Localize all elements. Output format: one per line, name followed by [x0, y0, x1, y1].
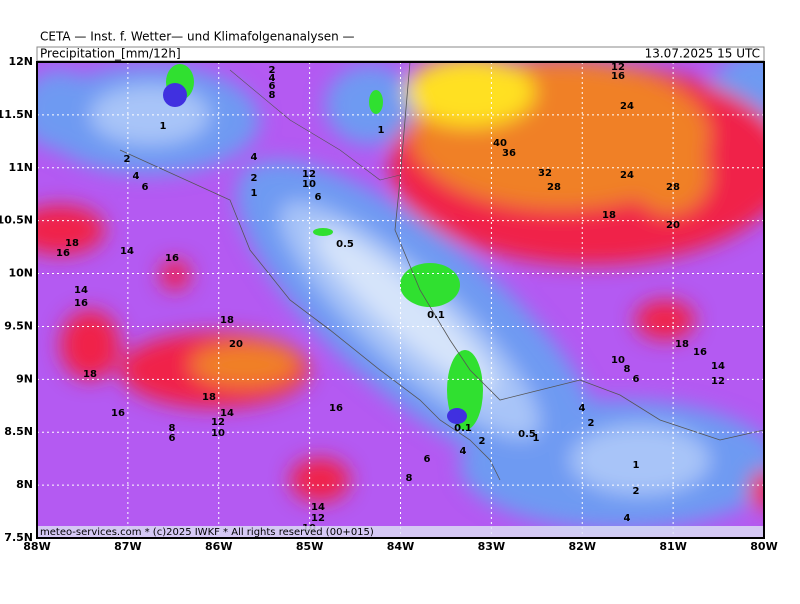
contour-label: 2	[588, 418, 595, 429]
precip-field	[37, 62, 764, 538]
lat-label: 12N	[8, 55, 33, 68]
lon-label: 80W	[750, 540, 777, 553]
contour-label: 12	[611, 62, 625, 73]
lon-label: 86W	[205, 540, 232, 553]
contour-label: 1	[160, 121, 167, 132]
contour-label: 4	[460, 446, 467, 457]
contour-label: 8	[406, 473, 413, 484]
lon-label: 87W	[114, 540, 141, 553]
valid-time: 13.07.2025 15 UTC	[645, 47, 760, 61]
contour-label: 14	[120, 246, 134, 257]
contour-label: 0.5	[336, 239, 354, 250]
contour-label: 18	[65, 238, 79, 249]
contour-label: 0.5	[518, 429, 536, 440]
footer: meteo-services.com * (c)2025 IWKF * All …	[40, 527, 374, 538]
lon-label: 85W	[296, 540, 323, 553]
variable-label: Precipitation_[mm/12h]	[40, 47, 181, 61]
contour-label: 6	[315, 192, 322, 203]
contour-label: 6	[269, 81, 276, 92]
contour-label: 20	[666, 220, 680, 231]
contour-label: 1	[533, 433, 540, 444]
lon-label: 81W	[659, 540, 686, 553]
contour-label: 2	[633, 486, 640, 497]
contour-label: 6	[633, 374, 640, 385]
contour-label: 2	[269, 65, 276, 76]
contour-label: 10	[211, 428, 225, 439]
contour-label: 14	[74, 285, 88, 296]
contour-label: 12	[311, 513, 325, 524]
footer-bar	[37, 526, 764, 538]
contour-label: 18	[83, 369, 97, 380]
contour-label: 14	[220, 408, 234, 419]
lat-label: 8.5N	[4, 425, 33, 438]
lon-label: 82W	[569, 540, 596, 553]
contour-label: 10	[302, 179, 316, 190]
contour-label: 0.1	[427, 310, 445, 321]
contour-label: 1	[251, 188, 258, 199]
contour-label: 36	[502, 148, 516, 159]
contour-label: 12	[711, 376, 725, 387]
contour-label: 18	[675, 339, 689, 350]
lon-label: 83W	[478, 540, 505, 553]
contour-label: 4	[624, 513, 631, 524]
lat-label: 11.5N	[0, 108, 33, 121]
contour-label: 16	[329, 403, 343, 414]
contour-label: 4	[133, 171, 140, 182]
contour-label: 18	[202, 392, 216, 403]
contour-label: 18	[220, 315, 234, 326]
contour-label: 8	[269, 90, 276, 101]
lat-label: 11N	[8, 161, 33, 174]
contour-label: 24	[620, 101, 634, 112]
contour-label: 4	[579, 403, 586, 414]
lat-label: 9N	[16, 372, 33, 385]
lat-label: 7.5N	[4, 531, 33, 544]
contour-label: 8	[624, 364, 631, 375]
contour-label: 16	[111, 408, 125, 419]
contour-label: 16	[693, 347, 707, 358]
contour-label: 18	[602, 210, 616, 221]
contour-label: 32	[538, 168, 552, 179]
contour-label: 1	[378, 125, 385, 136]
contour-label: 12	[211, 417, 225, 428]
contour-label: 8	[169, 423, 176, 434]
contour-label: 2	[124, 154, 131, 165]
lat-label: 10.5N	[0, 214, 33, 227]
contour-label: 6	[169, 433, 176, 444]
contour-label: 10	[611, 355, 625, 366]
contour-label: 16	[611, 71, 625, 82]
contour-label: 2	[479, 436, 486, 447]
contour-label: 12	[302, 169, 316, 180]
contour-label: 28	[547, 182, 561, 193]
contour-label: 24	[620, 170, 634, 181]
contour-label: 14	[311, 502, 325, 513]
contour-label: 16	[165, 253, 179, 264]
contour-label: 4	[251, 152, 258, 163]
contour-label: 6	[424, 454, 431, 465]
map-frame	[36, 61, 765, 539]
contour-label: 16	[56, 248, 70, 259]
lon-label: 84W	[387, 540, 414, 553]
lon-label: 88W	[23, 540, 50, 553]
contour-label: 14	[711, 361, 725, 372]
contour-label: 28	[666, 182, 680, 193]
contour-label: 40	[493, 138, 507, 149]
contour-label: 16	[74, 298, 88, 309]
contour-label: 2	[251, 173, 258, 184]
lat-label: 8N	[16, 478, 33, 491]
map-title: CETA — Inst. f. Wetter— und Klimafolgena…	[40, 30, 355, 44]
contour-label: 4	[269, 73, 276, 84]
contour-label: 1	[633, 460, 640, 471]
lat-label: 10N	[8, 267, 33, 280]
contour-label: 0.1	[454, 423, 472, 434]
contour-label: 6	[142, 182, 149, 193]
contour-label: 20	[229, 339, 243, 350]
lat-label: 9.5N	[4, 319, 33, 332]
